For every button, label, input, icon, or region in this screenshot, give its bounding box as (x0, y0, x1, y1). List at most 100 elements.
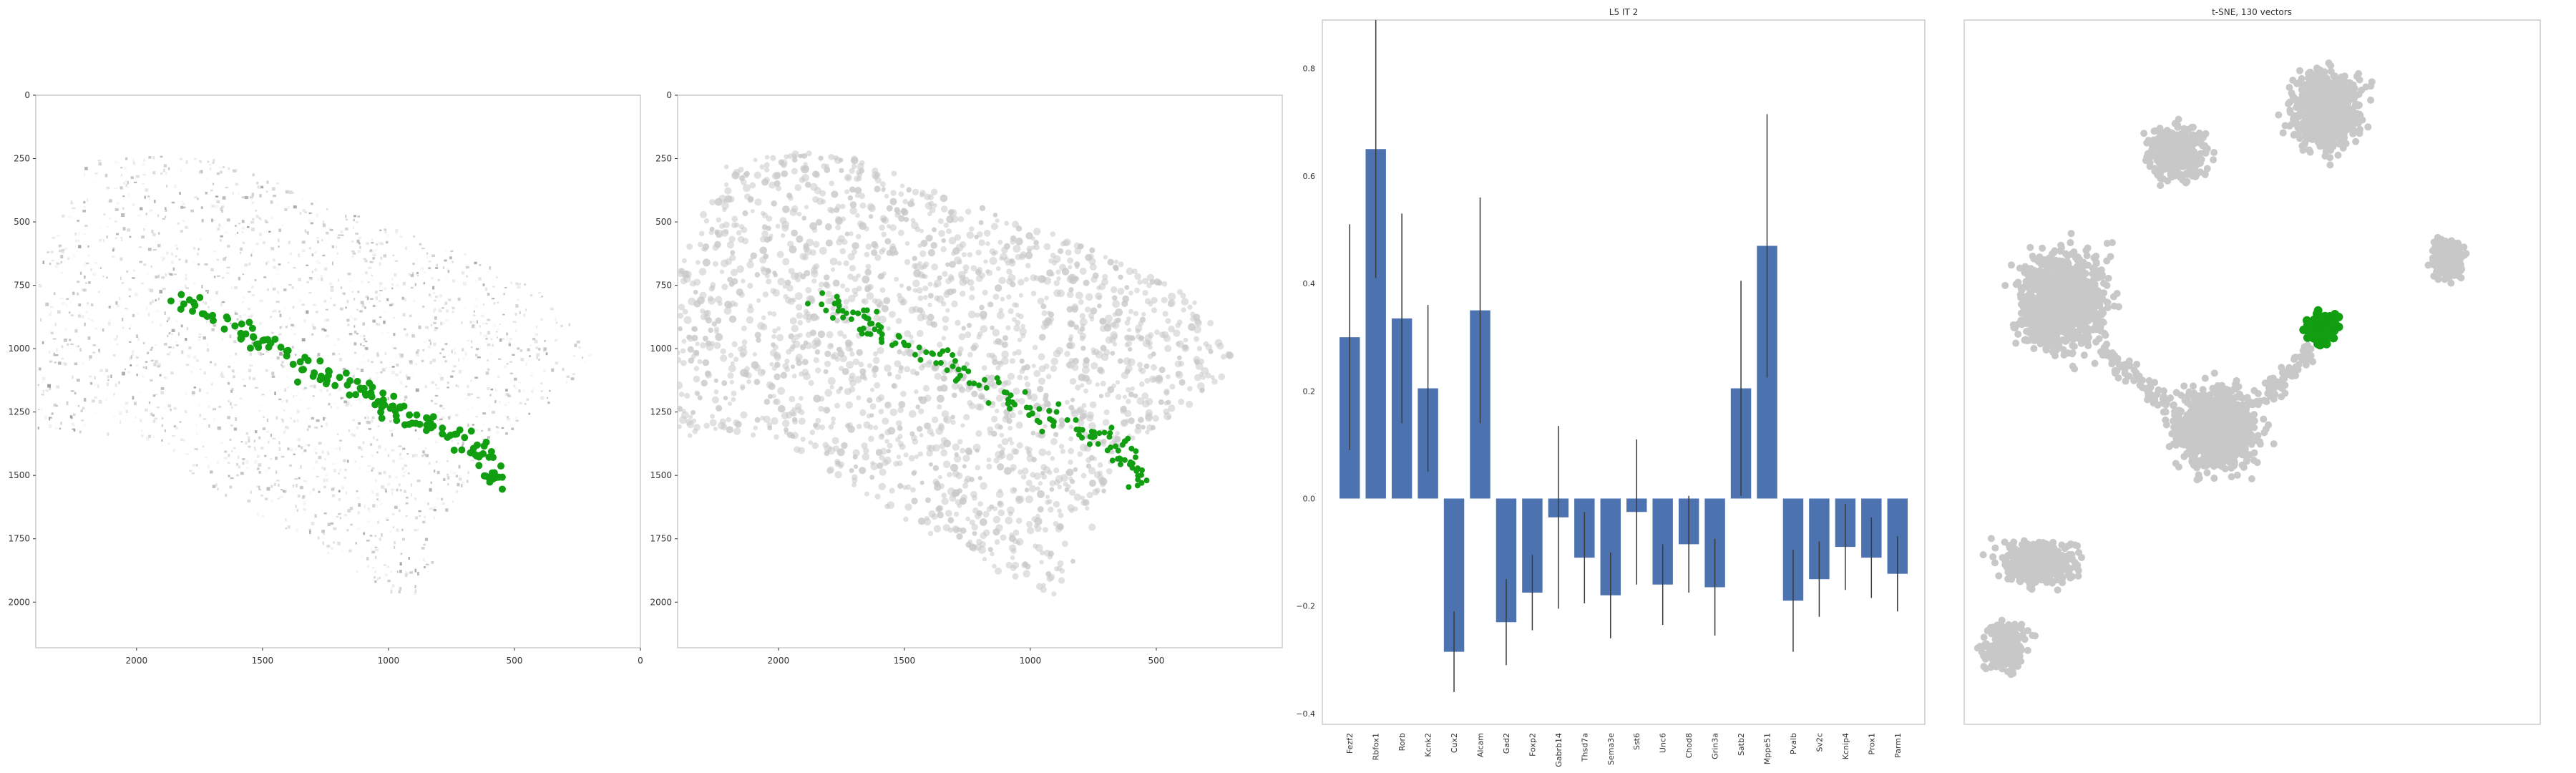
tissue-pixel (245, 460, 249, 464)
cell-mask (908, 410, 917, 418)
cell-mask (1015, 237, 1023, 245)
x-tick-label: 1500 (252, 656, 274, 666)
tissue-pixel (374, 535, 377, 538)
tissue-pixel (313, 426, 318, 429)
tissue-pixel (371, 548, 373, 550)
cell-mask (730, 268, 738, 276)
cell-mask (855, 213, 860, 218)
tissue-pixel (505, 332, 509, 336)
cell-mask (1018, 313, 1024, 319)
cell-mask (899, 283, 904, 288)
cell-mask (1037, 506, 1044, 512)
tissue-pixel (286, 399, 288, 403)
tissue-pixel (51, 251, 54, 253)
cell-mask (969, 519, 975, 525)
cell-mask (1154, 329, 1160, 335)
cell-mask (895, 318, 902, 324)
tissue-pixel (323, 478, 326, 482)
highlighted-cell (486, 478, 494, 486)
cell-mask (887, 442, 893, 449)
tissue-pixel (151, 229, 154, 233)
tissue-pixel (343, 292, 346, 296)
highlighted-cell (1005, 400, 1011, 407)
cell-mask (975, 275, 983, 283)
cell-mask (1128, 417, 1135, 424)
tissue-pixel (322, 254, 326, 257)
cell-mask (754, 417, 761, 423)
tissue-pixel (220, 205, 225, 208)
tissue-pixel (487, 359, 489, 361)
tissue-pixel (236, 232, 239, 234)
tissue-pixel (182, 267, 184, 270)
tissue-pixel (159, 323, 163, 327)
cell-mask (975, 312, 980, 319)
tissue-pixel (424, 538, 429, 541)
cell-mask (791, 407, 796, 412)
tissue-pixel (555, 321, 558, 324)
tissue-pixel (47, 251, 50, 253)
tissue-pixel (313, 326, 316, 330)
cell-mask (819, 246, 827, 255)
cell-mask (766, 225, 771, 231)
tissue-pixel (129, 235, 132, 238)
cell-mask (898, 365, 904, 371)
cell-mask (940, 375, 947, 382)
tissue-pixel (227, 416, 230, 419)
tissue-pixel (215, 483, 218, 487)
tissue-pixel (376, 352, 379, 355)
tissue-pixel (250, 490, 252, 494)
tissue-pixel (399, 353, 401, 356)
cell-mask (1141, 311, 1146, 317)
tissue-pixel (293, 419, 296, 423)
cell-mask (815, 417, 821, 424)
tissue-pixel (441, 348, 444, 351)
tissue-pixel (438, 308, 441, 311)
tissue-pixel (61, 249, 65, 252)
tissue-pixel (503, 293, 505, 296)
tissue-pixel (152, 419, 155, 423)
tissue-pixel (148, 434, 151, 438)
tissue-pixel (149, 209, 152, 213)
tissue-pixel (380, 371, 383, 374)
tissue-pixel (266, 261, 270, 263)
cell-mask (725, 258, 733, 266)
tissue-pixel (502, 338, 504, 341)
cell-mask (748, 303, 753, 308)
tissue-pixel (318, 490, 321, 493)
tissue-pixel (485, 337, 488, 340)
tissue-pixel (316, 213, 319, 218)
cell-mask (848, 231, 854, 236)
cell-mask (949, 261, 956, 268)
tissue-pixel (328, 235, 331, 239)
tissue-pixel (370, 298, 374, 300)
tissue-pixel (275, 416, 278, 420)
tissue-pixel (459, 477, 462, 481)
tissue-pixel (423, 543, 426, 546)
cell-mask (1003, 467, 1012, 475)
tissue-pixel (130, 364, 132, 366)
tissue-pixel (433, 470, 436, 473)
cell-mask (678, 326, 683, 331)
tissue-pixel (245, 196, 248, 200)
cell-mask (1072, 357, 1079, 365)
cell-mask (774, 398, 781, 406)
tissue-pixel (351, 250, 355, 253)
tissue-pixel (496, 331, 498, 333)
tissue-pixel (505, 389, 508, 392)
tissue-pixel (346, 300, 349, 303)
cell-mask (947, 527, 954, 533)
cell-mask (811, 278, 817, 284)
tissue-pixel (259, 218, 262, 221)
cell-mask (878, 433, 885, 440)
cell-mask (1165, 318, 1171, 324)
tissue-pixel (430, 399, 433, 402)
cell-mask (786, 432, 794, 438)
tissue-pixel (374, 291, 378, 294)
tissue-pixel (394, 505, 398, 509)
cell-mask (1065, 468, 1074, 477)
highlighted-cell (1096, 430, 1103, 437)
tissue-pixel (231, 374, 234, 376)
tissue-pixel (212, 162, 215, 164)
tissue-pixel (122, 227, 126, 231)
cell-mask (917, 261, 922, 266)
